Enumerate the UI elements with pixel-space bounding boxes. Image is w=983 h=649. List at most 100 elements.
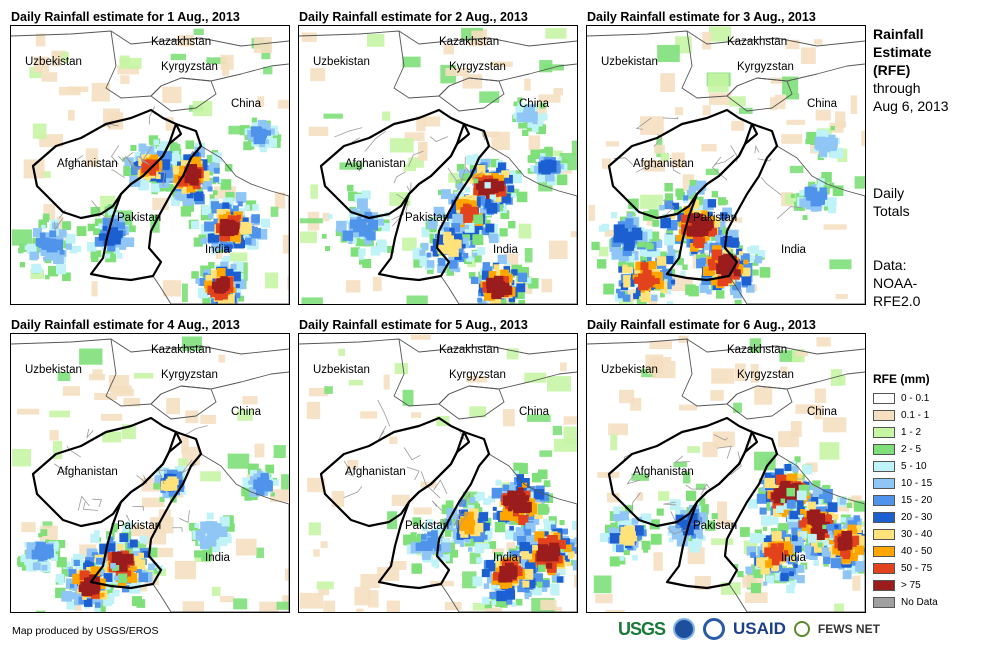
rain-cell (492, 506, 497, 511)
rain-cell (601, 223, 610, 231)
rain-cell (99, 570, 105, 576)
rain-cell (836, 121, 847, 128)
rain-cell (540, 153, 546, 159)
rain-cell (640, 194, 663, 209)
rain-cell (35, 33, 46, 47)
rain-cell (504, 501, 509, 507)
province-boundary (481, 132, 486, 141)
rain-cell (18, 247, 24, 254)
rain-cell (658, 251, 667, 260)
country-label-kazakhstan: Kazakhstan (151, 344, 212, 356)
rain-cell (55, 574, 65, 583)
rain-cell (525, 277, 532, 284)
rain-cell (40, 548, 50, 558)
rain-cell (805, 139, 811, 145)
rain-cell (54, 543, 60, 548)
rain-cell (159, 496, 165, 502)
panel-title-aug6: Daily Rainfall estimate for 6 Aug., 2013 (587, 318, 816, 332)
rain-cell (440, 519, 447, 526)
country-label-afghanistan: Afghanistan (345, 466, 406, 478)
rain-cell (733, 402, 742, 413)
rain-cell (509, 550, 520, 561)
country-label-uzbekistan: Uzbekistan (25, 56, 82, 68)
rain-cell (191, 172, 197, 179)
rain-cell (464, 222, 475, 233)
rain-cell (469, 552, 481, 564)
rain-cell (92, 369, 103, 379)
rain-cell (216, 268, 226, 277)
rain-cell (457, 221, 467, 231)
rain-cell (752, 269, 759, 276)
rain-cell (526, 106, 533, 114)
rain-cell (528, 135, 541, 151)
rain-cell (206, 57, 227, 65)
rain-cell (123, 165, 134, 177)
rain-cell (103, 597, 113, 607)
rain-cell (413, 507, 432, 515)
rain-cell (202, 166, 207, 172)
rain-cell (342, 230, 353, 241)
rain-cell (601, 158, 611, 169)
rain-cell (431, 559, 439, 567)
rain-cell (505, 589, 516, 600)
rain-cell (51, 554, 58, 561)
rain-cell (419, 249, 426, 256)
rain-cell (224, 244, 232, 252)
rain-cell (861, 130, 865, 147)
rain-cell (779, 350, 802, 362)
rain-cell (241, 486, 251, 497)
rain-cell (421, 534, 427, 540)
rain-cell (149, 169, 157, 176)
rain-cell (253, 37, 273, 53)
rain-cell (403, 534, 414, 546)
rain-cell (147, 161, 154, 169)
rain-cell (122, 525, 130, 533)
rain-cell (411, 412, 422, 418)
rain-cell (143, 165, 149, 171)
rain-cell (528, 514, 540, 525)
rain-cell (625, 218, 634, 227)
rain-cell (170, 53, 186, 61)
rain-cell (37, 543, 43, 549)
province-boundary (364, 130, 387, 152)
rain-cell (495, 188, 520, 197)
rain-cell (156, 150, 162, 156)
rain-cell (503, 266, 510, 273)
rain-cell (639, 248, 648, 257)
rain-cell (488, 563, 497, 572)
rain-cell (323, 600, 336, 612)
rain-cell (511, 601, 517, 607)
rain-cell (613, 235, 621, 243)
rain-cell (681, 224, 692, 235)
rain-cell (235, 192, 247, 203)
rain-cell (421, 253, 430, 262)
rain-cell (686, 190, 694, 197)
rain-cell (421, 227, 426, 232)
rain-cell (42, 521, 53, 529)
rain-cell (799, 190, 805, 196)
rain-cell (483, 498, 490, 505)
rain-cell (538, 547, 546, 555)
rain-cell (526, 414, 551, 422)
rain-cell (204, 280, 212, 289)
rain-cell (360, 574, 380, 589)
rain-cell (717, 520, 732, 527)
rain-cell (521, 486, 527, 492)
rain-cell (451, 223, 461, 232)
rain-cell (94, 250, 102, 258)
rain-cell (32, 228, 42, 238)
rain-cell (810, 203, 819, 212)
rain-cell (262, 481, 273, 492)
rain-cell (675, 188, 684, 197)
rain-cell (204, 221, 215, 232)
rain-cell (191, 271, 199, 279)
rain-cell (185, 165, 194, 174)
rain-cell (316, 581, 334, 590)
rain-cell (355, 235, 367, 247)
province-boundary (125, 155, 139, 171)
rain-cell (237, 409, 253, 421)
rain-cell (509, 170, 516, 177)
rain-cell (711, 236, 716, 241)
rain-cell (154, 475, 163, 484)
rain-cell (506, 582, 513, 589)
